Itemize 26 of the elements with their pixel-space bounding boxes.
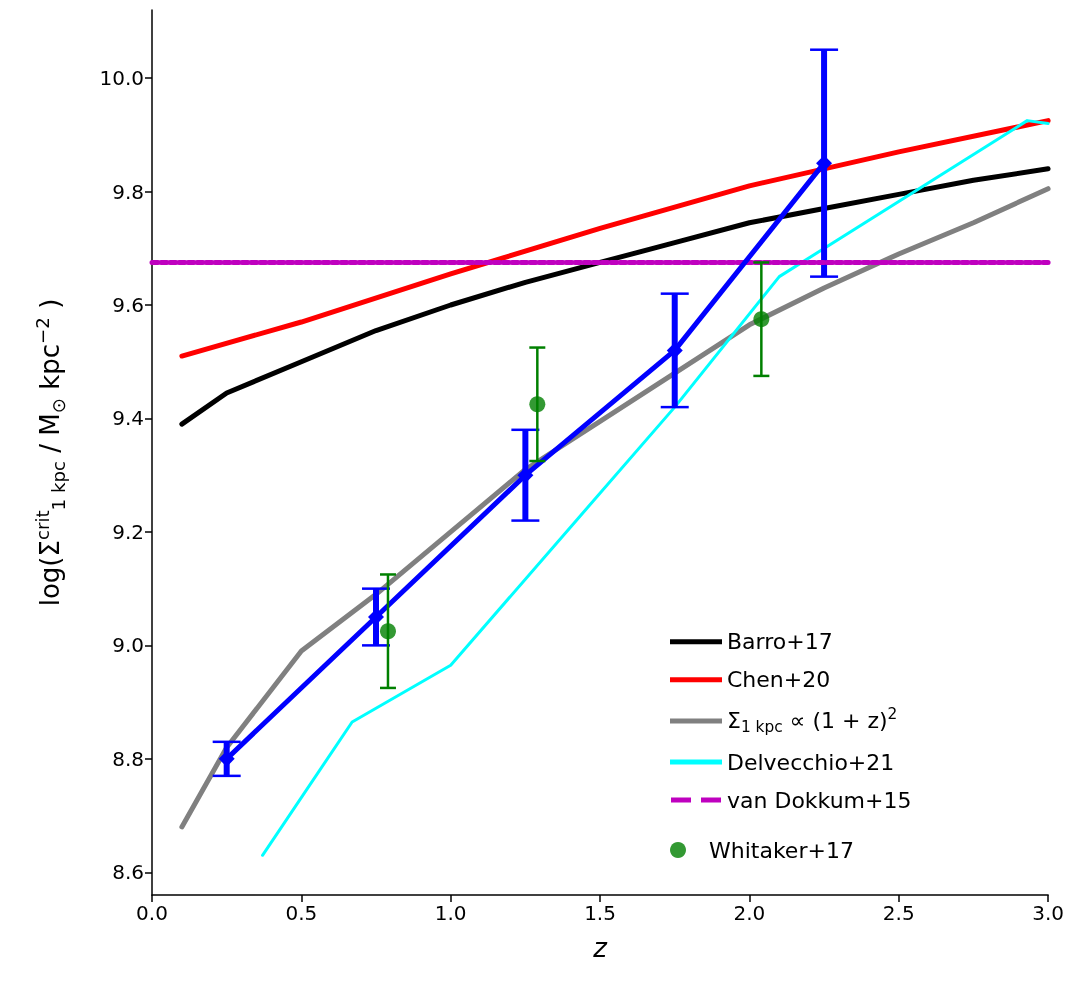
y-tick-label: 9.6 bbox=[112, 293, 144, 317]
x-tick-label: 3.0 bbox=[1032, 901, 1064, 925]
y-tick-label: 8.6 bbox=[112, 860, 144, 885]
y-tick-label: 9.0 bbox=[112, 633, 144, 658]
y-tick-label: 9.4 bbox=[112, 406, 144, 431]
y-tick-label: 10.0 bbox=[99, 66, 144, 91]
legend-label: Barro+17 bbox=[727, 629, 833, 655]
legend-label: Whitaker+17 bbox=[709, 837, 854, 863]
y-tick-label: 9.8 bbox=[112, 179, 144, 204]
legend-label: Delvecchio+21 bbox=[727, 749, 895, 775]
x-axis-title: z bbox=[592, 933, 609, 963]
legend-label: van Dokkum+15 bbox=[727, 787, 912, 813]
x-tick-label: 2.5 bbox=[882, 901, 915, 925]
point bbox=[753, 311, 770, 328]
x-tick-label: 0.5 bbox=[285, 901, 318, 925]
y-tick-label: 8.8 bbox=[112, 746, 144, 771]
x-tick-label: 1.0 bbox=[434, 901, 467, 925]
legend-label: Chen+20 bbox=[727, 667, 831, 693]
point bbox=[529, 396, 546, 413]
line-series bbox=[261, 119, 1050, 857]
x-tick-label: 2.0 bbox=[733, 901, 766, 925]
x-tick-label: 1.5 bbox=[584, 901, 616, 925]
y-tick-label: 9.2 bbox=[112, 519, 144, 544]
point bbox=[379, 623, 396, 640]
y-axis-title: log(Σcrit1 kpc / M⊙ kpc−2 ) bbox=[31, 298, 69, 607]
x-tick-label: 0.0 bbox=[136, 901, 168, 925]
